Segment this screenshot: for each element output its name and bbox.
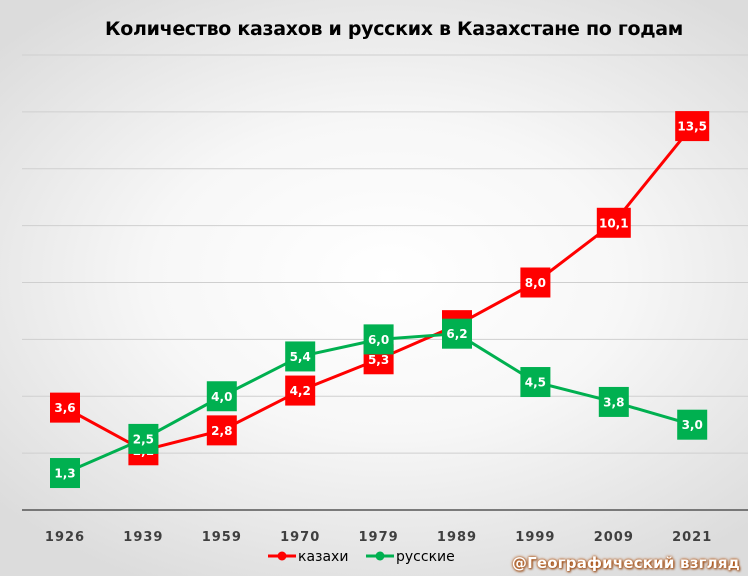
data-label: 4,2: [290, 384, 311, 398]
data-marker: [596, 207, 631, 238]
x-tick-label: 2009: [594, 530, 634, 545]
data-marker: [206, 381, 237, 412]
x-tick-label: 1939: [123, 530, 163, 545]
data-point: 1,3: [50, 458, 80, 489]
data-label: 5,4: [290, 350, 311, 364]
data-point: 3,0: [677, 409, 708, 440]
data-marker: [128, 423, 159, 454]
data-point: 5,4: [285, 341, 316, 372]
x-tick-label: 1970: [280, 530, 320, 545]
data-label: 4,0: [211, 390, 232, 404]
data-point: 6,0: [363, 324, 394, 355]
data-marker: [363, 324, 394, 355]
data-label: 10,1: [599, 216, 629, 230]
data-point: 8,0: [520, 267, 551, 298]
legend-item: русские: [366, 549, 455, 565]
data-marker: [520, 267, 551, 298]
legend-label: казахи: [298, 549, 348, 565]
legend-label: русские: [396, 549, 455, 565]
x-tick-label: 2021: [672, 530, 712, 545]
legend-marker: [277, 551, 287, 561]
data-point: 2,5: [128, 423, 159, 454]
data-label: 3,0: [682, 418, 703, 432]
data-marker: [675, 111, 710, 142]
data-point: 3,8: [598, 386, 629, 417]
gridlines: [22, 54, 748, 454]
series-line: [64, 125, 694, 452]
series-lines: [64, 125, 694, 475]
data-label: 1,3: [54, 467, 75, 481]
data-label: 4,5: [525, 376, 546, 390]
x-tick-label: 1989: [437, 530, 477, 545]
data-marker: [677, 409, 708, 440]
data-marker: [520, 367, 551, 398]
data-label: 3,8: [603, 395, 624, 409]
x-tick-label: 1959: [202, 530, 242, 545]
data-point: 4,5: [520, 367, 551, 398]
data-point: 4,0: [206, 381, 237, 412]
data-marker: [285, 341, 316, 372]
data-point: 13,5: [675, 111, 710, 142]
data-label: 6,2: [446, 327, 467, 341]
legend: казахи русские: [268, 549, 455, 565]
data-label: 3,6: [54, 401, 75, 415]
data-label: 8,0: [525, 276, 546, 290]
x-tick-label: 1979: [359, 530, 399, 545]
data-label: 2,8: [211, 424, 232, 438]
data-marker: [285, 375, 316, 406]
data-label: 6,0: [368, 333, 389, 347]
data-markers: 3,62,12,84,25,36,58,010,113,51,32,54,05,…: [50, 111, 710, 489]
x-tick-label: 1926: [45, 530, 85, 545]
data-marker: [50, 458, 80, 489]
data-point: 4,2: [285, 375, 316, 406]
x-axis: 1926 1939 1959 1970 1979 1989 1999 2009 2021: [22, 509, 748, 545]
legend-item: казахи: [268, 549, 348, 565]
x-tick-label: 1999: [515, 530, 555, 545]
data-label: 2,5: [133, 432, 154, 446]
data-marker: [50, 392, 80, 423]
data-point: 6,2: [442, 318, 472, 349]
chart-title: Количество казахов и русских в Казахстан…: [104, 18, 684, 40]
data-point: 2,8: [206, 415, 237, 446]
data-label: 5,3: [368, 353, 389, 367]
watermark: @Географический взгляд: [511, 554, 740, 572]
data-label: 13,5: [677, 120, 707, 134]
data-marker: [206, 415, 237, 446]
legend-marker: [375, 551, 385, 561]
data-point: 3,6: [50, 392, 80, 423]
data-point: 10,1: [596, 207, 631, 238]
data-marker: [598, 386, 629, 417]
data-marker: [442, 318, 472, 349]
